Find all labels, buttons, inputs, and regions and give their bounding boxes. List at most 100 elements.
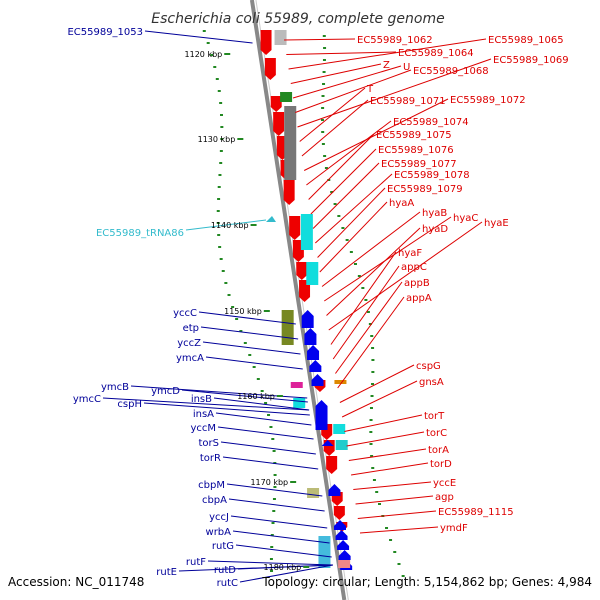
gc-skew-tick [272,510,276,512]
scale-label: 1160 kbp [237,392,275,401]
gc-content-tick [378,503,382,505]
scale-label: 1120 kbp [185,50,223,59]
gc-content-tick [371,347,375,349]
left-leader-line [217,426,314,440]
right-leader-line [346,431,425,447]
right-leader-line [357,510,437,519]
right-leader-line [350,462,429,476]
left-gene-label: wrbA [206,527,232,538]
right-gene-label: T [366,84,374,95]
right-gene-label: appA [406,293,432,304]
gene-block [334,380,347,384]
gc-content-tick [353,263,357,265]
right-gene-label: EC55989_1064 [398,48,474,59]
gc-skew-tick [269,558,273,560]
right-leader-line [299,87,366,142]
gene-features-track [260,30,353,570]
gene-block [306,262,319,285]
reverse-gene-arrow [264,58,276,80]
right-leader-line [310,148,377,215]
right-leader-line [348,448,427,461]
right-gene-label: EC55989_1069 [493,55,569,66]
reverse-gene-arrow [283,180,295,205]
genome-stats-text: Topology: circular; Length: 5,154,862 bp… [261,575,592,589]
left-gene-label: ymcD [151,386,180,397]
reverse-gene-arrow [289,216,301,240]
right-gene-label: EC55989_1062 [357,35,433,46]
gc-content-tick [370,395,374,397]
left-gene-label: torR [200,453,221,464]
gc-content-track [202,30,405,577]
left-leader-line [213,397,310,411]
left-leader-line [222,456,319,470]
left-gene-label: rutC [217,578,238,589]
left-leader-line [228,498,325,512]
reverse-gene-arrow [260,30,272,55]
left-gene-label: rutD [214,565,236,576]
gc-skew-tick [202,30,206,32]
right-leader-line [323,216,452,302]
right-gene-label: hyaF [398,248,422,259]
left-gene-label: rutF [186,557,206,568]
right-gene-label: EC55989_1074 [393,117,469,128]
left-leader-line [232,530,330,544]
gc-skew-tick [219,114,223,116]
left-leader-line [220,441,316,455]
gc-skew-tick [217,198,221,200]
right-leader-line [337,296,405,389]
right-gene-label: yccE [433,478,456,489]
right-gene-label: torA [428,445,449,456]
forward-gene-arrow [328,484,341,496]
gc-skew-tick [243,342,247,344]
gc-content-tick [371,359,375,361]
forward-gene-arrow [315,400,328,430]
left-gene-label: ymcC [73,394,101,405]
gc-skew-tick [273,486,277,488]
gc-content-tick [322,59,326,61]
right-leader-line [330,251,397,345]
trna-marker [266,216,276,222]
right-gene-label: appB [404,278,430,289]
gc-skew-tick [221,270,225,272]
gc-skew-tick [267,414,271,416]
scale-tick [237,138,244,140]
right-leader-line [341,380,418,418]
right-gene-label: cspG [416,361,441,372]
left-leader-line [202,341,301,355]
gene-block [284,106,297,180]
gc-content-tick [371,371,375,373]
reverse-gene-arrow [270,96,282,112]
gc-skew-tick [218,174,222,176]
gc-skew-tick [217,234,221,236]
right-leader-line [308,133,375,200]
forward-gene-arrow [304,328,317,345]
gc-skew-tick [269,426,273,428]
gc-skew-tick [272,450,276,452]
right-gene-label: EC55989_1065 [488,35,564,46]
right-leader-line [292,65,402,99]
gene-block [290,382,303,388]
gc-skew-tick [220,138,224,140]
right-leader-line [317,187,386,258]
gc-skew-tick [264,402,268,404]
reverse-gene-arrow [333,506,345,520]
left-leader-line [230,515,328,529]
gc-content-tick [369,431,373,433]
gc-skew-tick [235,318,239,320]
gc-content-tick [372,479,376,481]
gc-content-tick [341,227,345,229]
left-leader-line [143,402,310,416]
scale-tick [303,566,310,568]
reverse-gene-arrow [326,456,338,474]
gc-skew-tick [206,42,210,44]
forward-gene-arrow [321,440,334,446]
right-leader-line [286,51,397,55]
gc-content-tick [369,407,373,409]
gc-content-tick [323,155,327,157]
left-gene-label: insA [193,409,214,420]
left-leader-line [181,389,308,403]
kbp-scale: 1120 kbp 1130 kbp 1140 kbp 1150 kbp 1160 kbp… [185,50,310,572]
right-gene-label: torC [426,428,447,439]
left-gene-label: cspH [117,399,142,410]
